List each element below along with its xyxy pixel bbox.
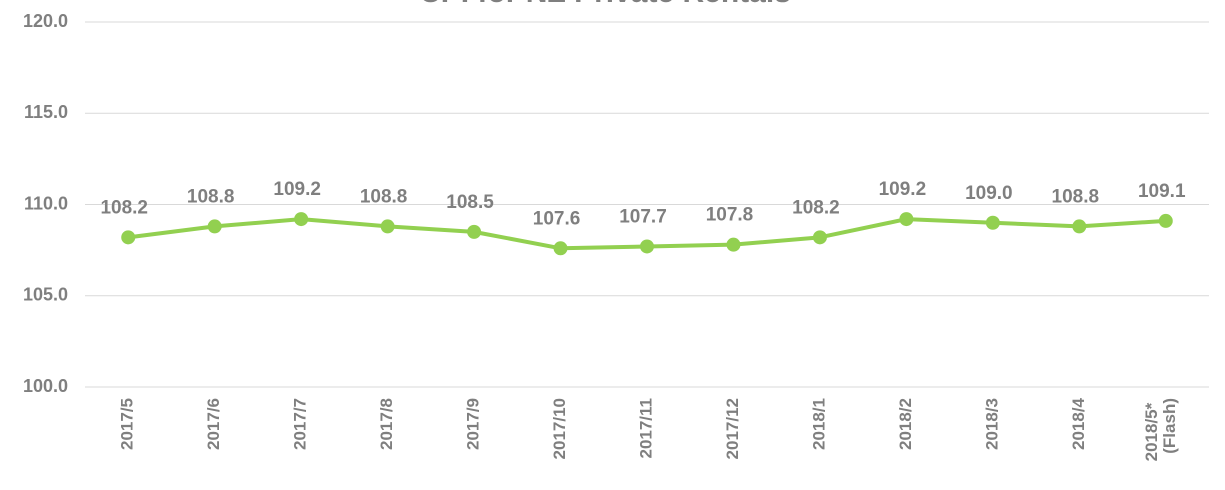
x-tick-label: 2017/5 (118, 398, 137, 450)
x-tick-label: 2017/7 (291, 398, 310, 450)
data-point (294, 212, 309, 227)
data-label: 108.2 (792, 197, 840, 218)
data-point (812, 230, 827, 245)
data-point (1072, 219, 1087, 234)
data-point (899, 212, 914, 227)
data-label: 109.2 (273, 179, 321, 200)
data-point (1158, 213, 1173, 228)
data-label: 109.2 (879, 179, 927, 200)
x-tick-label: 2017/11 (636, 398, 655, 459)
data-label: 107.8 (706, 205, 754, 226)
data-label: 108.5 (446, 192, 494, 213)
y-tick-label: 105.0 (23, 285, 68, 305)
x-tick-label: 2017/10 (550, 398, 569, 459)
data-label: 107.7 (619, 206, 667, 227)
y-tick-label: 120.0 (23, 11, 68, 31)
data-point (726, 237, 741, 252)
data-label: 107.6 (533, 208, 581, 229)
y-tick-label: 100.0 (23, 376, 68, 396)
x-tick-label: 2018/4 (1069, 397, 1088, 450)
data-point (985, 215, 1000, 230)
data-point (467, 224, 482, 239)
x-tick-label: 2017/8 (377, 398, 396, 450)
y-tick-label: 110.0 (24, 193, 68, 213)
data-point (380, 219, 395, 234)
chart-title: CPI for NZ Private Rentals (419, 0, 791, 9)
y-tick-label: 115.0 (24, 102, 68, 122)
x-tick-label: 2018/3 (982, 398, 1001, 450)
data-label: 109.0 (965, 183, 1013, 204)
data-label: 108.8 (187, 186, 235, 207)
data-point (640, 239, 654, 254)
x-tick-label: 2018/2 (896, 398, 915, 450)
data-point (207, 219, 222, 234)
x-tick-label: 2017/9 (464, 398, 483, 450)
x-tick-label: 2017/6 (204, 398, 223, 450)
data-label: 108.8 (360, 186, 408, 207)
data-label: 109.1 (1138, 181, 1186, 202)
data-point (121, 230, 136, 245)
data-label: 108.8 (1052, 186, 1100, 207)
x-tick-label: 2018/1 (809, 398, 828, 450)
data-label: 108.2 (100, 197, 148, 218)
x-tick-label: 2018/5* (Flash) (1142, 398, 1179, 461)
x-tick-label: 2017/12 (723, 398, 742, 459)
data-point (553, 241, 568, 256)
